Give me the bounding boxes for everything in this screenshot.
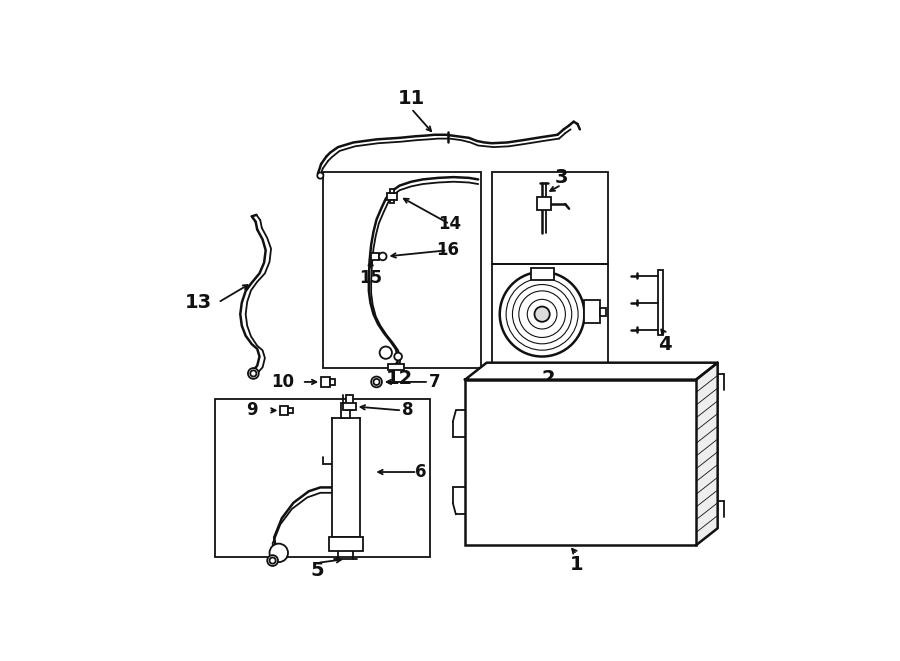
Bar — [492, 172, 608, 264]
Bar — [344, 403, 356, 410]
Text: 4: 4 — [659, 336, 672, 354]
Bar — [599, 308, 606, 316]
Circle shape — [394, 353, 402, 360]
Circle shape — [267, 555, 278, 566]
Bar — [390, 200, 394, 204]
Bar — [321, 377, 330, 387]
Bar — [492, 264, 608, 368]
Circle shape — [250, 370, 256, 377]
Bar — [390, 190, 394, 192]
Text: 7: 7 — [428, 373, 440, 391]
Text: 1: 1 — [570, 555, 583, 574]
Bar — [388, 364, 403, 370]
Bar — [288, 408, 292, 412]
Circle shape — [248, 368, 258, 379]
Bar — [215, 399, 430, 557]
Text: 15: 15 — [359, 269, 382, 287]
Bar — [387, 192, 397, 200]
Circle shape — [380, 346, 392, 359]
Bar — [346, 395, 354, 410]
Bar — [536, 197, 552, 210]
Text: 9: 9 — [246, 401, 257, 420]
Circle shape — [512, 284, 572, 344]
Polygon shape — [465, 363, 717, 379]
Bar — [341, 403, 350, 418]
Circle shape — [371, 377, 382, 387]
Text: 8: 8 — [401, 401, 413, 420]
Text: 5: 5 — [310, 561, 324, 580]
Circle shape — [535, 307, 550, 322]
Circle shape — [500, 272, 584, 356]
Bar — [322, 172, 481, 368]
Circle shape — [527, 299, 557, 329]
Bar — [328, 537, 363, 551]
Bar — [280, 406, 288, 415]
Text: 14: 14 — [438, 215, 462, 233]
Text: 11: 11 — [398, 89, 425, 108]
Circle shape — [518, 291, 565, 338]
Text: 3: 3 — [554, 169, 568, 187]
Bar — [658, 270, 663, 335]
Bar — [330, 379, 335, 385]
Text: 12: 12 — [386, 369, 413, 387]
Text: 13: 13 — [184, 293, 212, 312]
Bar — [332, 418, 360, 537]
Text: 16: 16 — [436, 241, 459, 259]
Text: 10: 10 — [271, 373, 294, 391]
Circle shape — [379, 253, 387, 260]
Circle shape — [318, 173, 323, 178]
Bar — [371, 253, 379, 260]
Circle shape — [506, 278, 578, 350]
Circle shape — [374, 379, 380, 385]
Circle shape — [269, 557, 275, 564]
Bar — [530, 268, 554, 280]
Polygon shape — [696, 363, 717, 545]
Text: 6: 6 — [416, 463, 427, 481]
Text: 2: 2 — [542, 369, 555, 387]
Bar — [584, 300, 599, 323]
Circle shape — [269, 543, 288, 562]
Bar — [465, 379, 696, 545]
